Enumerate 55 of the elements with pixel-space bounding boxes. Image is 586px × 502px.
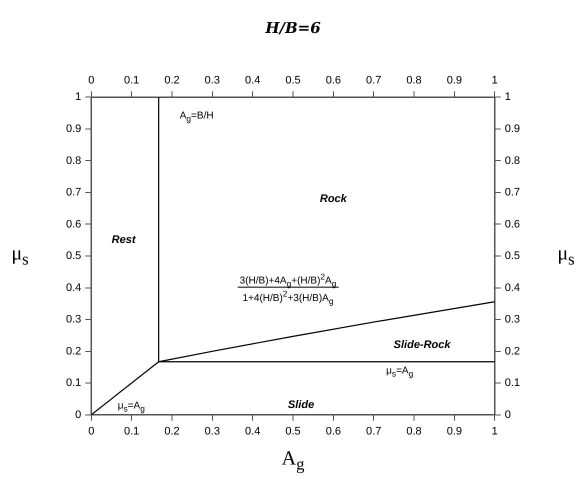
y-tick-label: 1: [75, 91, 82, 104]
y2-tick-label: 0.3: [504, 314, 520, 326]
y-tick-label: 0: [75, 408, 82, 421]
x2-tick-label: 1: [492, 425, 498, 438]
y2-axis-title: μ$_{s}$: [557, 242, 575, 270]
annotation: Slide: [288, 399, 314, 412]
x2-tick-label: 0.4: [245, 425, 260, 438]
text: A$_{g}$=B/H: [180, 110, 214, 124]
series-label: μ$_{s}$=A$_{g}$: [386, 365, 414, 378]
y2-tick-label: 0.8: [504, 154, 520, 167]
y2-tick-label: 1: [504, 91, 511, 104]
y-axis-title: μ$_{s}$: [11, 242, 29, 270]
x2-tick-label: 0.2: [164, 425, 180, 438]
x-tick-label: 0.6: [326, 74, 341, 87]
y2-tick-label: 0.5: [504, 250, 520, 262]
x-tick-label: 0.7: [366, 74, 382, 87]
y-tick-label: 0.2: [66, 345, 82, 358]
y-tick-label: 0.3: [66, 314, 82, 326]
y2-tick-label: 0.1: [504, 377, 520, 390]
y2-tick-label: 0: [504, 408, 511, 421]
x-tick-label: 0: [88, 74, 94, 87]
x2-tick-label: 0.7: [366, 425, 382, 438]
y-tick-label: 0.1: [66, 377, 82, 390]
y2-tick-label: 0.6: [504, 218, 520, 230]
y-tick-label: 0.7: [66, 186, 82, 199]
annotation: Slide-Rock: [394, 338, 451, 351]
x-axis-title: A$_{g}$: [282, 447, 304, 474]
x-tick-label: 0.3: [204, 74, 220, 87]
x-tick-label: 0.4: [245, 74, 260, 87]
x2-tick-label: 0.9: [446, 425, 462, 438]
x2-tick-label: 0.3: [204, 425, 220, 438]
y2-tick-label: 0.9: [504, 122, 520, 135]
series-label: μ$_{s}$=A$_{g}$: [118, 400, 145, 414]
x2-tick-label: 0.1: [124, 425, 140, 438]
x-tick-label: 0.1: [124, 74, 140, 87]
x2-tick-label: 0.5: [285, 425, 301, 438]
x2-tick-label: 0.6: [326, 425, 341, 438]
annotation: Rock: [320, 192, 347, 205]
x-tick-label: 0.8: [406, 74, 422, 87]
x2-tick-label: 0: [88, 425, 94, 438]
y-tick-label: 0.5: [66, 250, 82, 262]
x-tick-label: 0.2: [164, 74, 180, 87]
y-tick-label: 0.6: [66, 218, 82, 230]
annotation: Rest: [112, 234, 136, 246]
chart-title: H/B=6: [265, 19, 321, 37]
y2-tick-label: 0.4: [504, 282, 520, 294]
y-tick-label: 0.4: [66, 282, 82, 294]
y2-tick-label: 0.2: [504, 345, 520, 358]
y-tick-label: 0.8: [66, 154, 82, 167]
x-tick-label: 0.9: [446, 74, 462, 87]
x-tick-label: 1: [492, 74, 498, 87]
y-tick-label: 0.9: [66, 122, 82, 135]
x-tick-label: 0.5: [285, 74, 301, 87]
y2-tick-label: 0.7: [504, 186, 520, 199]
x2-tick-label: 0.8: [406, 425, 422, 438]
